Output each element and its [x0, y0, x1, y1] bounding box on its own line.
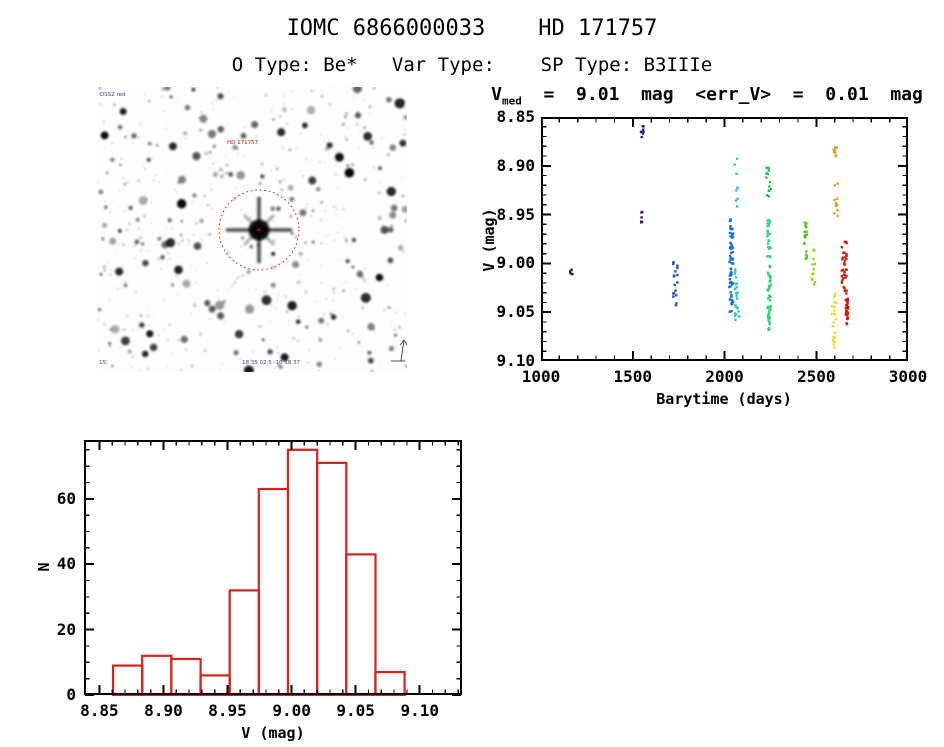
scatter-ytick-label: 8.95: [496, 204, 535, 224]
histogram-axes: [84, 440, 462, 696]
hist-xlabel: V (mag): [241, 724, 305, 742]
histogram-plot: [84, 440, 462, 696]
scatter-ytick-label: 9.00: [496, 253, 535, 273]
target-circle: [218, 189, 300, 271]
scatter-title-rest: = 9.01 mag <err_V> = 0.01 mag: [521, 84, 923, 105]
starfield-stars: [97, 87, 407, 372]
hist-xtick-label: 9.05: [336, 701, 375, 720]
scatter-ytick-label: 8.85: [496, 107, 535, 126]
scatter-xtick-label: 3000: [888, 367, 928, 386]
finder-scale-text: 15': [99, 360, 108, 366]
scatter-points: [569, 125, 850, 349]
scatter-xtick-label: 2000: [705, 367, 744, 386]
finder-coords-text: 18 35 02.5 -10 58 37: [242, 360, 300, 366]
hist-xtick-label: 8.85: [80, 701, 119, 720]
finder-survey-text: DSS2 red: [100, 92, 125, 98]
scatter-xtick-label: 1000: [521, 367, 561, 386]
scatter-xtick-label: 1500: [613, 367, 653, 386]
hist-xtick-label: 8.90: [144, 701, 183, 720]
scatter-axes: [541, 117, 908, 361]
scatter-xlabel: Barytime (days): [656, 390, 792, 408]
hist-ytick-label: 20: [56, 619, 76, 639]
hist-ytick-label: 40: [56, 554, 76, 574]
finder-chart-image: HD 171757 DSS2 red 18 35 02.5 -10 58 37 …: [97, 87, 407, 372]
scatter-title-sub: med: [502, 94, 522, 108]
page-subtitle: O Type: Be* Var Type: SP Type: B3IIIe: [231, 54, 713, 76]
compass-icon: [391, 339, 407, 362]
page-title: IOMC 6866000033 HD 171757: [286, 16, 658, 41]
starfield-noise: [97, 87, 407, 372]
finder-overlay: HD 171757 DSS2 red 18 35 02.5 -10 58 37 …: [99, 92, 407, 366]
histogram-bars: [112, 448, 406, 696]
scatter-title-var: V: [491, 84, 502, 105]
hist-ytick-label: 60: [56, 488, 76, 508]
scatter-plot: [541, 117, 908, 361]
hist-xtick-label: 9.10: [400, 701, 439, 720]
hist-ytick-label: 0: [66, 685, 76, 704]
scatter-ytick-label: 9.10: [496, 351, 535, 370]
scatter-xtick-label: 2500: [796, 367, 836, 386]
scatter-title: Vmed = 9.01 mag <err_V> = 0.01 mag: [470, 84, 944, 108]
scatter-ytick-label: 8.90: [496, 155, 535, 175]
hist-xtick-label: 9.00: [272, 701, 311, 720]
hist-xtick-label: 8.95: [208, 701, 247, 720]
finder-target-label: HD 171757: [227, 140, 259, 146]
scatter-ytick-label: 9.05: [496, 302, 535, 322]
